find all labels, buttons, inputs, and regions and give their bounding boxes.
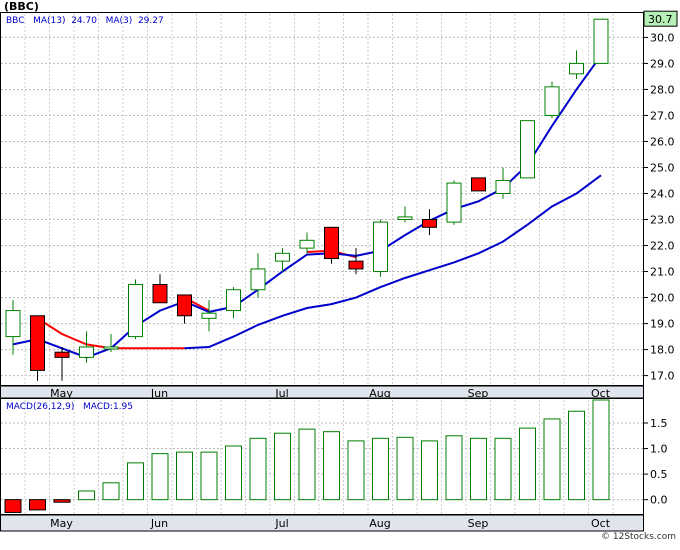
macd-month-label: Jun — [150, 517, 168, 530]
candle-body — [250, 268, 266, 291]
price-tick-label: 22.0 — [650, 240, 675, 253]
candle-body — [275, 252, 290, 262]
macd-legend: MACD(26,12,9) MACD:1.95 — [6, 402, 133, 412]
candle-body — [152, 284, 168, 304]
candle-body — [226, 289, 241, 312]
macd-bar — [151, 453, 169, 501]
macd-bar — [347, 440, 365, 501]
macd-month-label: Aug — [369, 517, 390, 530]
macd-bar — [102, 482, 120, 501]
macd-month-label: May — [50, 517, 73, 530]
legend-ma13: MA(13) 24.70 — [33, 16, 97, 26]
candle-body — [446, 182, 462, 223]
candle-body — [324, 226, 339, 260]
macd-bar — [470, 437, 487, 501]
candle-body — [79, 346, 94, 358]
price-tick-label: 20.0 — [650, 292, 675, 305]
macd-bar — [421, 440, 438, 501]
price-panel-frame — [0, 12, 644, 386]
price-tick-label: 18.0 — [650, 344, 675, 357]
legend-ma3: MA(3) 29.27 — [105, 16, 164, 26]
price-legend: BBC MA(13) 24.70 MA(3) 29.27 — [6, 16, 164, 26]
price-month-label: Jun — [150, 387, 168, 400]
macd-bar — [396, 436, 414, 501]
price-month-label: Aug — [369, 387, 390, 400]
last-price-label: 30.7 — [648, 13, 673, 26]
price-tick-label: 29.0 — [650, 57, 675, 70]
candle-body — [593, 18, 609, 64]
price-month-label: Jul — [274, 387, 288, 400]
macd-tick-label: 0.5 — [650, 468, 668, 481]
macd-bar — [592, 399, 610, 501]
price-month-label: Oct — [591, 387, 611, 400]
price-tick-label: 24.0 — [650, 187, 675, 200]
macd-month-label: Sep — [468, 517, 489, 530]
last-price-box — [643, 10, 678, 27]
candle-body — [103, 346, 119, 350]
macd-bar — [568, 410, 585, 501]
macd-bar — [274, 432, 291, 501]
candle-body — [201, 312, 217, 319]
macd-bar — [200, 451, 218, 501]
macd-bar — [323, 431, 340, 501]
legend-macd-value: MACD:1.95 — [82, 402, 134, 412]
ma-red-line — [36, 317, 185, 350]
candle-body — [5, 310, 21, 338]
candle-body — [348, 260, 364, 270]
macd-bar — [494, 437, 512, 501]
candle-body — [30, 315, 45, 371]
candle-body — [569, 62, 584, 75]
price-tick-label: 17.0 — [650, 370, 675, 383]
price-tick-label: 26.0 — [650, 135, 675, 148]
x-axis-band-top — [0, 385, 644, 399]
macd-month-label: Jul — [274, 517, 288, 530]
legend-macd-params: MACD(26,12,9) — [6, 402, 75, 412]
macd-bar — [78, 490, 95, 501]
ma13-line — [184, 174, 602, 350]
macd-bar — [445, 435, 463, 501]
macd-bar — [519, 427, 536, 501]
candle-body — [544, 86, 560, 116]
price-tick-label: 21.0 — [650, 266, 675, 279]
macd-bar — [29, 499, 46, 511]
candle-body — [299, 239, 315, 249]
macd-tick-label: 1.0 — [650, 443, 668, 456]
candle-body — [520, 120, 535, 179]
credit-text: © 12Stocks.com — [601, 532, 676, 542]
candle-body — [128, 284, 143, 338]
candle-body — [471, 177, 486, 192]
macd-month-label: Oct — [591, 517, 611, 530]
candle-body — [177, 294, 192, 317]
macd-bar — [372, 437, 389, 501]
price-tick-label: 28.0 — [650, 83, 675, 96]
macd-bar — [298, 428, 316, 501]
x-axis-band — [0, 514, 644, 532]
candle-body — [54, 351, 70, 358]
price-month-label: Sep — [468, 387, 489, 400]
legend-symbol: BBC — [6, 16, 25, 26]
candle-body — [397, 216, 413, 221]
price-tick-label: 23.0 — [650, 214, 675, 227]
macd-tick-label: 1.5 — [650, 417, 668, 430]
macd-bar — [543, 418, 561, 501]
candle-body — [422, 219, 437, 228]
price-tick-label: 25.0 — [650, 161, 675, 174]
price-tick-label: 27.0 — [650, 109, 675, 122]
candle-body — [373, 221, 388, 273]
candle-body — [495, 179, 511, 194]
macd-tick-label: 0.0 — [650, 494, 668, 507]
macd-bar — [225, 445, 242, 501]
macd-bar — [4, 499, 22, 513]
macd-bar — [53, 499, 71, 503]
price-month-label: May — [50, 387, 73, 400]
macd-bar — [249, 437, 267, 501]
chart-title: (BBC) — [4, 0, 39, 13]
price-tick-label: 30.0 — [650, 31, 675, 44]
price-tick-label: 19.0 — [650, 318, 675, 331]
macd-bar — [127, 462, 144, 501]
macd-bar — [176, 451, 193, 501]
